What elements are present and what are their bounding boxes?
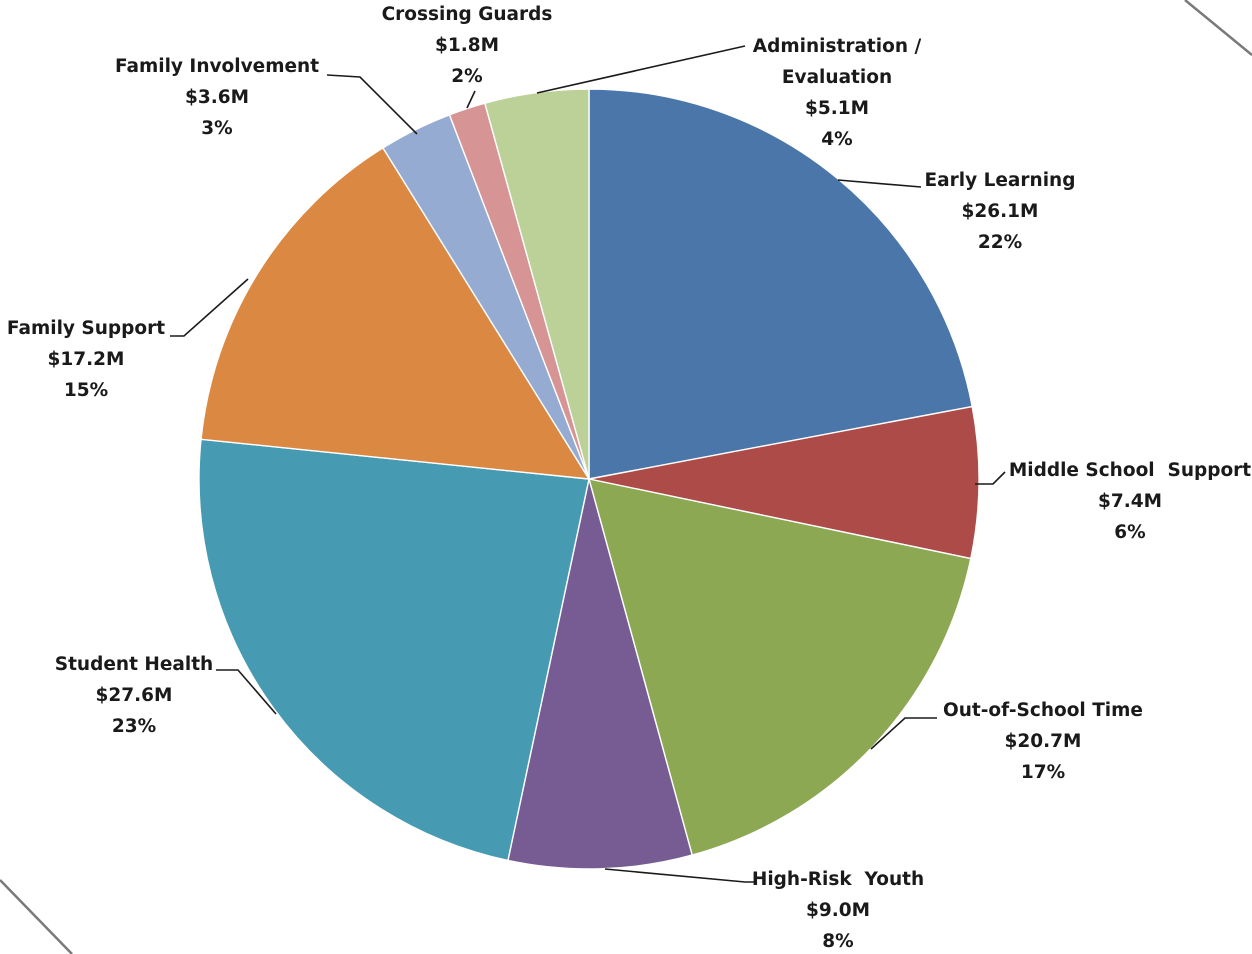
slice-label-high-risk-youth: High-Risk Youth $9.0M 8%	[752, 869, 924, 952]
slice-label-family-support: Family Support $17.2M 15%	[7, 318, 165, 401]
label-percent-label: 22%	[978, 232, 1022, 253]
label-name-line2: Evaluation	[782, 67, 892, 88]
label-value-label: $9.0M	[806, 900, 870, 921]
leader-line-early-learning	[837, 179, 922, 188]
pie-slice-high-risk-youth	[507, 478, 694, 870]
slice-label-early-learning: Early Learning $26.1M 22%	[925, 170, 1076, 253]
label-percent-label: 2%	[451, 66, 482, 87]
label-value-label: $27.6M	[96, 685, 173, 706]
label-name: Administration /	[753, 36, 922, 57]
page-curl-bottom-left	[0, 879, 73, 954]
pie-slice-family-support	[200, 146, 591, 480]
label-percent-label: 3%	[201, 118, 232, 139]
leader-line-student-health	[216, 669, 277, 715]
label-value-label: $20.7M	[1005, 731, 1082, 752]
slice-label-out-of-school-time: Out-of-School Time $20.7M 17%	[943, 700, 1143, 783]
page-curl-top-right	[1184, 0, 1252, 56]
label-name: Family Involvement	[115, 56, 319, 77]
label-name: Early Learning	[925, 170, 1076, 191]
label-percent-label: 23%	[112, 716, 156, 737]
leader-line-out-of-school-time	[870, 717, 937, 750]
leader-line-family-involvement	[326, 74, 418, 135]
pie-slice-student-health	[198, 438, 590, 862]
label-value-label: $7.4M	[1098, 491, 1162, 512]
slice-label-middle-school-support: Middle School Support $7.4M 6%	[1009, 460, 1251, 543]
label-name: High-Risk Youth	[752, 869, 924, 890]
label-percent-label: 17%	[1021, 762, 1065, 783]
label-name: Crossing Guards	[382, 4, 553, 25]
slice-label-family-involvement: Family Involvement $3.6M 3%	[115, 56, 319, 139]
leader-line-family-support	[170, 278, 249, 337]
leader-lines-layer	[170, 45, 1006, 883]
label-percent-label: 4%	[821, 129, 852, 150]
leader-line-middle-school-support	[975, 471, 1006, 485]
label-value-label: $17.2M	[48, 349, 125, 370]
labels-layer: Early Learning $26.1M 22% Middle School Sup…	[7, 4, 1251, 952]
label-name: Middle School Support	[1009, 460, 1251, 481]
slice-label-administration: Administration / Evaluation $5.1M 4%	[753, 36, 922, 150]
slices-layer	[198, 88, 980, 870]
label-percent-label: 8%	[822, 931, 853, 952]
label-percent-label: 6%	[1114, 522, 1145, 543]
label-percent-label: 15%	[64, 380, 108, 401]
pie-slice-middle-school-support	[588, 405, 980, 560]
pie-slice-administration	[483, 88, 590, 480]
label-value-label: $5.1M	[805, 98, 869, 119]
leader-line-high-risk-youth	[604, 868, 755, 883]
label-value-label: $1.8M	[435, 35, 499, 56]
label-value-label: $3.6M	[185, 87, 249, 108]
pie-slice-early-learning	[588, 88, 974, 480]
leader-line-administration	[536, 45, 746, 94]
label-name: Student Health	[55, 654, 213, 675]
slice-label-student-health: Student Health $27.6M 23%	[55, 654, 213, 737]
leader-line-crossing-guards	[466, 90, 476, 109]
label-name: Family Support	[7, 318, 165, 339]
label-value-label: $26.1M	[962, 201, 1039, 222]
slice-label-crossing-guards: Crossing Guards $1.8M 2%	[382, 4, 553, 87]
label-name: Out-of-School Time	[943, 700, 1143, 721]
